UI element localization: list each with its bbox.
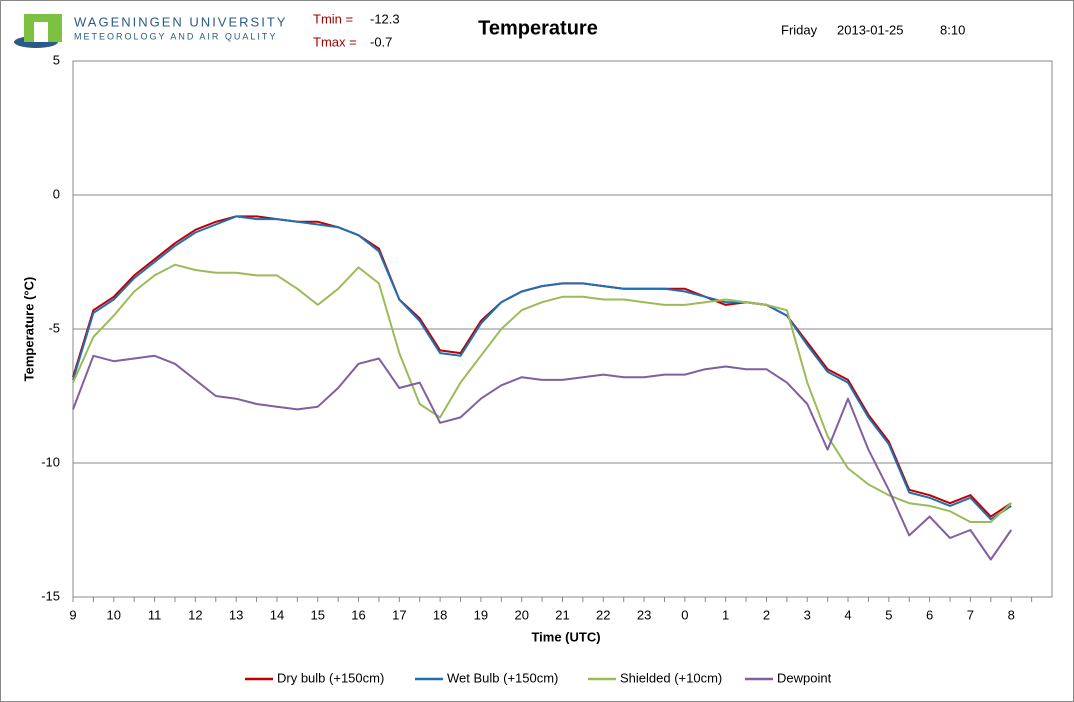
x-tick-label: 2 bbox=[763, 607, 770, 622]
logo bbox=[14, 14, 62, 48]
day: Friday bbox=[781, 22, 818, 37]
legend-label: Shielded (+10cm) bbox=[620, 670, 722, 685]
x-tick-label: 7 bbox=[967, 607, 974, 622]
date: 2013-01-25 bbox=[837, 22, 904, 37]
dept: METEOROLOGY AND AIR QUALITY bbox=[74, 31, 277, 41]
x-tick-label: 3 bbox=[804, 607, 811, 622]
x-tick-label: 11 bbox=[148, 607, 162, 622]
legend-label: Wet Bulb (+150cm) bbox=[447, 670, 558, 685]
x-tick-label: 17 bbox=[392, 607, 406, 622]
x-tick-label: 15 bbox=[311, 607, 325, 622]
x-tick-label: 6 bbox=[926, 607, 933, 622]
x-tick-label: 9 bbox=[69, 607, 76, 622]
x-tick-label: 21 bbox=[555, 607, 569, 622]
y-axis-label: Temperature (°C) bbox=[21, 277, 36, 382]
x-tick-label: 0 bbox=[681, 607, 688, 622]
tmin-label: Tmin = bbox=[313, 11, 353, 26]
x-tick-label: 10 bbox=[107, 607, 121, 622]
x-tick-label: 19 bbox=[474, 607, 488, 622]
y-tick-label: 0 bbox=[53, 186, 60, 201]
x-tick-label: 1 bbox=[722, 607, 729, 622]
x-tick-label: 22 bbox=[596, 607, 610, 622]
legend-label: Dewpoint bbox=[777, 670, 832, 685]
tmax: -0.7 bbox=[370, 34, 392, 49]
x-tick-label: 20 bbox=[514, 607, 528, 622]
x-tick-label: 16 bbox=[351, 607, 365, 622]
series-line bbox=[72, 354, 1013, 561]
x-tick-label: 5 bbox=[885, 607, 892, 622]
y-tick-label: 5 bbox=[53, 52, 60, 67]
y-tick-label: -5 bbox=[48, 320, 60, 335]
x-axis-label: Time (UTC) bbox=[531, 629, 600, 644]
series-line bbox=[72, 215, 1012, 521]
x-tick-label: 14 bbox=[270, 607, 284, 622]
series-line bbox=[72, 263, 1012, 523]
chart-title: Temperature bbox=[478, 17, 598, 39]
tmax-label: Tmax = bbox=[313, 34, 357, 49]
x-tick-label: 23 bbox=[637, 607, 651, 622]
x-tick-label: 4 bbox=[844, 607, 851, 622]
x-tick-label: 13 bbox=[229, 607, 243, 622]
y-tick-label: -10 bbox=[41, 454, 60, 469]
time: 8:10 bbox=[940, 22, 965, 37]
x-tick-label: 8 bbox=[1008, 607, 1015, 622]
org: WAGENINGEN UNIVERSITY bbox=[74, 14, 287, 29]
x-tick-label: 18 bbox=[433, 607, 447, 622]
legend-label: Dry bulb (+150cm) bbox=[277, 670, 384, 685]
tmin: -12.3 bbox=[370, 11, 400, 26]
x-tick-label: 12 bbox=[188, 607, 202, 622]
y-tick-label: -15 bbox=[41, 588, 60, 603]
